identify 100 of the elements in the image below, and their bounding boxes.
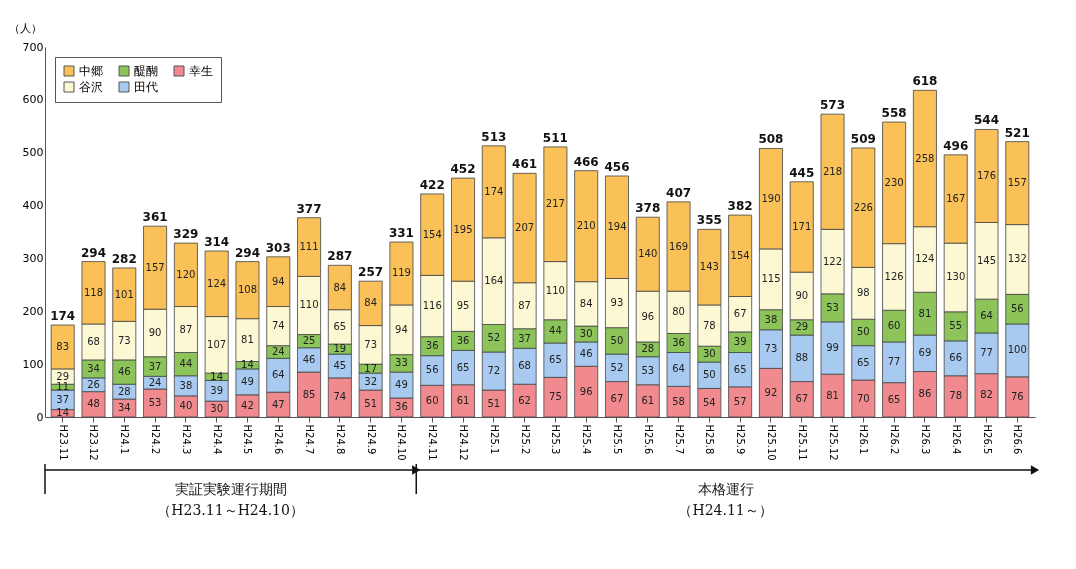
data-label: 29 xyxy=(56,370,70,382)
data-label: 94 xyxy=(271,275,285,287)
data-label: 217 xyxy=(545,198,565,210)
total-label: 282 xyxy=(111,251,137,266)
data-label: 132 xyxy=(1007,253,1027,265)
data-label: 53 xyxy=(641,364,655,376)
data-label: 110 xyxy=(299,299,319,311)
data-label: 38 xyxy=(179,379,193,391)
x-tick-label: H25.2 xyxy=(519,424,531,455)
total-label: 174 xyxy=(50,309,76,324)
data-label: 45 xyxy=(333,359,347,371)
data-label: 76 xyxy=(1010,390,1024,402)
data-label: 218 xyxy=(822,165,843,177)
data-label: 80 xyxy=(672,306,685,318)
x-tick-label: H24.8 xyxy=(334,424,346,455)
total-label: 355 xyxy=(696,213,722,228)
x-tick-label: H24.10 xyxy=(396,424,408,461)
legend-label: 幸生 xyxy=(189,64,213,78)
total-label: 513 xyxy=(481,129,507,144)
data-label: 96 xyxy=(641,310,655,322)
legend-label: 中郷 xyxy=(79,64,103,78)
data-label: 67 xyxy=(733,308,747,320)
x-tick-label: H24.1 xyxy=(119,424,131,455)
total-label: 407 xyxy=(666,185,692,200)
total-label: 257 xyxy=(358,265,384,280)
data-label: 73 xyxy=(117,334,131,346)
data-label: 81 xyxy=(826,389,839,401)
total-label: 377 xyxy=(296,201,322,216)
data-label: 57 xyxy=(733,395,747,407)
data-label: 126 xyxy=(884,270,904,282)
data-label: 95 xyxy=(456,300,470,312)
data-label: 98 xyxy=(856,287,870,299)
x-tick-label: H24.4 xyxy=(211,424,223,455)
data-label: 58 xyxy=(672,395,685,407)
data-label: 67 xyxy=(610,393,624,405)
text: （H23.11～H24.10） xyxy=(157,502,304,519)
data-label: 65 xyxy=(887,393,901,405)
data-label: 64 xyxy=(980,310,993,322)
data-label: 207 xyxy=(515,222,535,234)
data-label: 25 xyxy=(302,335,316,347)
data-label: 86 xyxy=(918,388,932,400)
total-label: 422 xyxy=(419,177,445,192)
total-label: 303 xyxy=(265,240,291,255)
data-label: 210 xyxy=(576,220,596,232)
data-label: 54 xyxy=(703,396,716,408)
data-label: 96 xyxy=(579,385,593,397)
data-label: 26 xyxy=(87,378,100,390)
data-label: 53 xyxy=(826,301,839,313)
x-tick-label: H25.4 xyxy=(581,424,593,455)
data-label: 56 xyxy=(425,364,439,376)
data-label: 100 xyxy=(1007,344,1027,356)
data-label: 94 xyxy=(395,323,408,335)
data-label: 68 xyxy=(518,360,531,372)
data-label: 44 xyxy=(549,325,562,337)
y-tick-label: 600 xyxy=(22,93,44,107)
data-label: 65 xyxy=(856,356,870,368)
data-label: 101 xyxy=(114,288,134,300)
data-label: 72 xyxy=(487,365,501,377)
data-label: 46 xyxy=(117,366,131,378)
total-label: 361 xyxy=(142,210,168,225)
data-label: 36 xyxy=(672,337,685,348)
data-label: 61 xyxy=(641,394,655,406)
data-label: 34 xyxy=(117,402,131,414)
total-label: 508 xyxy=(758,132,784,147)
data-label: 33 xyxy=(395,357,408,369)
data-label: 77 xyxy=(887,356,901,368)
data-label: 190 xyxy=(761,192,781,204)
data-label: 81 xyxy=(241,334,254,346)
data-label: 46 xyxy=(302,353,316,365)
data-label: 65 xyxy=(733,363,747,375)
data-label: 174 xyxy=(484,185,504,197)
y-axis-title: （人） xyxy=(9,21,42,35)
data-label: 34 xyxy=(87,362,100,374)
y-tick-label: 700 xyxy=(22,40,44,54)
data-label: 84 xyxy=(364,297,377,309)
total-label: 287 xyxy=(327,249,353,264)
data-label: 108 xyxy=(237,284,258,296)
x-tick-label: H23.11 xyxy=(57,424,69,461)
data-label: 107 xyxy=(207,338,227,350)
total-label: 329 xyxy=(173,227,199,242)
data-label: 38 xyxy=(764,313,778,325)
data-label: 42 xyxy=(241,399,254,411)
data-label: 30 xyxy=(703,348,716,360)
data-label: 167 xyxy=(946,192,966,204)
y-tick-label: 300 xyxy=(22,251,44,265)
total-label: 294 xyxy=(80,245,107,260)
x-tick-label: H24.7 xyxy=(304,424,316,455)
data-label: 52 xyxy=(487,332,501,344)
data-label: 194 xyxy=(607,221,627,233)
data-label: 39 xyxy=(733,336,747,348)
data-label: 143 xyxy=(699,261,719,273)
data-label: 64 xyxy=(672,363,685,375)
data-label: 115 xyxy=(761,273,781,285)
total-label: 618 xyxy=(912,74,938,89)
data-label: 14 xyxy=(241,359,254,371)
x-tick-label: H24.3 xyxy=(180,424,192,455)
total-label: 496 xyxy=(943,138,969,153)
data-label: 119 xyxy=(391,267,411,279)
data-label: 118 xyxy=(83,286,104,298)
x-tick-label: H25.7 xyxy=(673,424,685,455)
